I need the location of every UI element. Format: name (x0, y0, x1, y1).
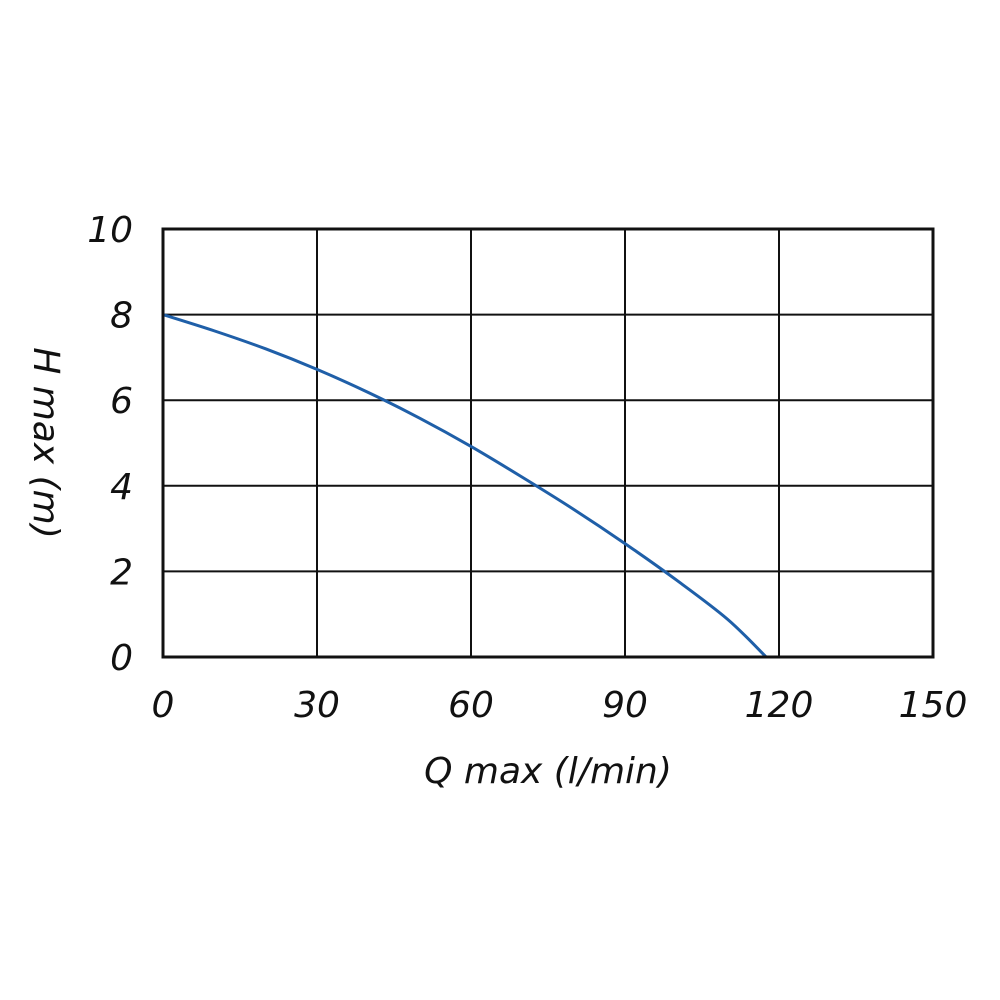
pump-curve-line (162, 313, 768, 659)
y-tick-label: 0 (110, 638, 133, 679)
y-tick-label: 8 (110, 296, 133, 337)
x-tick-label: 120 (745, 685, 814, 726)
y-axis-title: H max (m) (25, 347, 66, 539)
x-tick-label: 90 (602, 685, 648, 726)
y-tick-labels: 0 2 4 6 8 10 (87, 210, 133, 679)
x-tick-label: 60 (448, 685, 494, 726)
y-tick-label: 6 (110, 381, 133, 422)
y-tick-label: 4 (110, 467, 133, 508)
y-tick-label: 10 (87, 210, 133, 251)
x-axis-title: Q max (l/min) (424, 751, 672, 792)
y-tick-label: 2 (110, 552, 133, 593)
x-tick-label: 30 (294, 685, 340, 726)
x-tick-label: 150 (899, 685, 968, 726)
series-layer (162, 313, 768, 659)
x-tick-label: 0 (152, 685, 175, 726)
grid (163, 229, 933, 657)
plot-frame (161, 227, 935, 659)
x-tick-labels: 0 30 60 90 120 150 (152, 685, 968, 726)
